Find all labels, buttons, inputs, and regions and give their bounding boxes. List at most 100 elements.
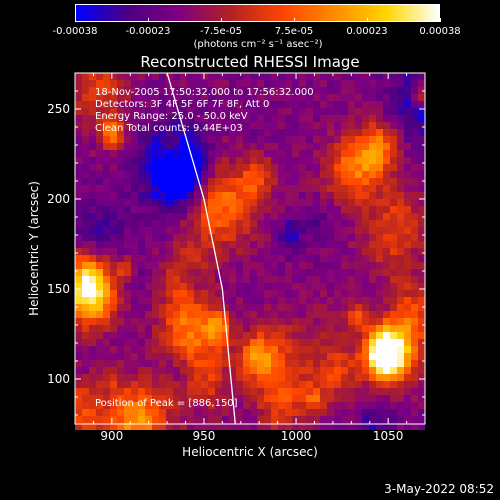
heatmap-cell bbox=[180, 374, 187, 381]
heatmap-cell bbox=[138, 311, 145, 318]
heatmap-cell bbox=[166, 192, 173, 199]
heatmap-cell bbox=[369, 248, 376, 255]
heatmap-cell bbox=[355, 276, 362, 283]
heatmap-cell bbox=[110, 164, 117, 171]
heatmap-cell bbox=[166, 325, 173, 332]
heatmap-cell bbox=[89, 318, 96, 325]
heatmap-cell bbox=[418, 220, 425, 227]
heatmap-cell bbox=[187, 164, 194, 171]
heatmap-cell bbox=[341, 157, 348, 164]
heatmap-cell bbox=[257, 178, 264, 185]
heatmap-cell bbox=[82, 73, 89, 80]
heatmap-cell bbox=[166, 395, 173, 402]
heatmap-cell bbox=[138, 213, 145, 220]
heatmap-cell bbox=[320, 108, 327, 115]
heatmap-cell bbox=[145, 325, 152, 332]
heatmap-cell bbox=[194, 248, 201, 255]
heatmap-cell bbox=[117, 164, 124, 171]
heatmap-cell bbox=[362, 227, 369, 234]
heatmap-cell bbox=[208, 388, 215, 395]
heatmap-cell bbox=[103, 325, 110, 332]
heatmap-cell bbox=[341, 325, 348, 332]
heatmap-cell bbox=[138, 206, 145, 213]
heatmap-cell bbox=[236, 213, 243, 220]
heatmap-cell bbox=[257, 171, 264, 178]
heatmap-cell bbox=[110, 395, 117, 402]
heatmap-cell bbox=[75, 262, 82, 269]
heatmap-cell bbox=[243, 136, 250, 143]
heatmap-cell bbox=[285, 150, 292, 157]
heatmap-cell bbox=[278, 164, 285, 171]
heatmap-cell bbox=[271, 346, 278, 353]
heatmap-cell bbox=[334, 297, 341, 304]
heatmap-cell bbox=[299, 402, 306, 409]
heatmap-cell bbox=[313, 185, 320, 192]
heatmap-cell bbox=[327, 360, 334, 367]
heatmap-cell bbox=[82, 290, 89, 297]
heatmap-cell bbox=[236, 164, 243, 171]
heatmap-cell bbox=[418, 94, 425, 101]
heatmap-cell bbox=[89, 150, 96, 157]
heatmap-cell bbox=[131, 283, 138, 290]
heatmap-cell bbox=[334, 213, 341, 220]
heatmap-cell bbox=[285, 423, 292, 430]
heatmap-cell bbox=[145, 318, 152, 325]
heatmap-cell bbox=[362, 374, 369, 381]
heatmap-cell bbox=[229, 199, 236, 206]
heatmap-cell bbox=[124, 332, 131, 339]
heatmap-cell bbox=[96, 206, 103, 213]
heatmap-cell bbox=[82, 381, 89, 388]
heatmap-cell bbox=[362, 80, 369, 87]
heatmap-cell bbox=[131, 318, 138, 325]
heatmap-cell bbox=[215, 262, 222, 269]
heatmap-cell bbox=[103, 150, 110, 157]
heatmap-cell bbox=[229, 234, 236, 241]
heatmap-cell bbox=[369, 409, 376, 416]
heatmap-cell bbox=[320, 185, 327, 192]
heatmap-cell bbox=[348, 367, 355, 374]
heatmap-cell bbox=[138, 192, 145, 199]
heatmap-cell bbox=[75, 115, 82, 122]
heatmap-cell bbox=[320, 353, 327, 360]
heatmap-cell bbox=[110, 353, 117, 360]
heatmap-cell bbox=[299, 423, 306, 430]
heatmap-cell bbox=[208, 220, 215, 227]
heatmap-cell bbox=[313, 150, 320, 157]
heatmap-cell bbox=[278, 416, 285, 423]
heatmap-cell bbox=[201, 416, 208, 423]
heatmap-cell bbox=[404, 332, 411, 339]
heatmap-cell bbox=[299, 346, 306, 353]
heatmap-cell bbox=[369, 206, 376, 213]
heatmap-cell bbox=[299, 325, 306, 332]
heatmap-cell bbox=[250, 255, 257, 262]
heatmap-cell bbox=[299, 360, 306, 367]
heatmap-cell bbox=[313, 339, 320, 346]
heatmap-cell bbox=[89, 297, 96, 304]
heatmap-cell bbox=[208, 150, 215, 157]
heatmap-cell bbox=[362, 262, 369, 269]
heatmap-cell bbox=[152, 241, 159, 248]
heatmap-cell bbox=[187, 185, 194, 192]
heatmap-cell bbox=[117, 304, 124, 311]
heatmap-cell bbox=[411, 108, 418, 115]
heatmap-cell bbox=[320, 423, 327, 430]
heatmap-cell bbox=[299, 213, 306, 220]
heatmap-cell bbox=[145, 164, 152, 171]
heatmap-cell bbox=[243, 304, 250, 311]
heatmap-cell bbox=[187, 241, 194, 248]
heatmap-cell bbox=[110, 220, 117, 227]
heatmap-cell bbox=[278, 199, 285, 206]
heatmap-cell bbox=[145, 290, 152, 297]
heatmap-cell bbox=[320, 360, 327, 367]
annotation-line: Detectors: 3F 4F 5F 6F 7F 8F, Att 0 bbox=[95, 99, 269, 110]
heatmap-cell bbox=[327, 346, 334, 353]
heatmap-cell bbox=[215, 346, 222, 353]
heatmap-cell bbox=[173, 332, 180, 339]
heatmap-cell bbox=[110, 388, 117, 395]
heatmap-cell bbox=[187, 360, 194, 367]
heatmap-cell bbox=[390, 395, 397, 402]
heatmap-cell bbox=[418, 73, 425, 80]
heatmap-cell bbox=[194, 157, 201, 164]
heatmap-cell bbox=[299, 227, 306, 234]
heatmap-cell bbox=[271, 206, 278, 213]
